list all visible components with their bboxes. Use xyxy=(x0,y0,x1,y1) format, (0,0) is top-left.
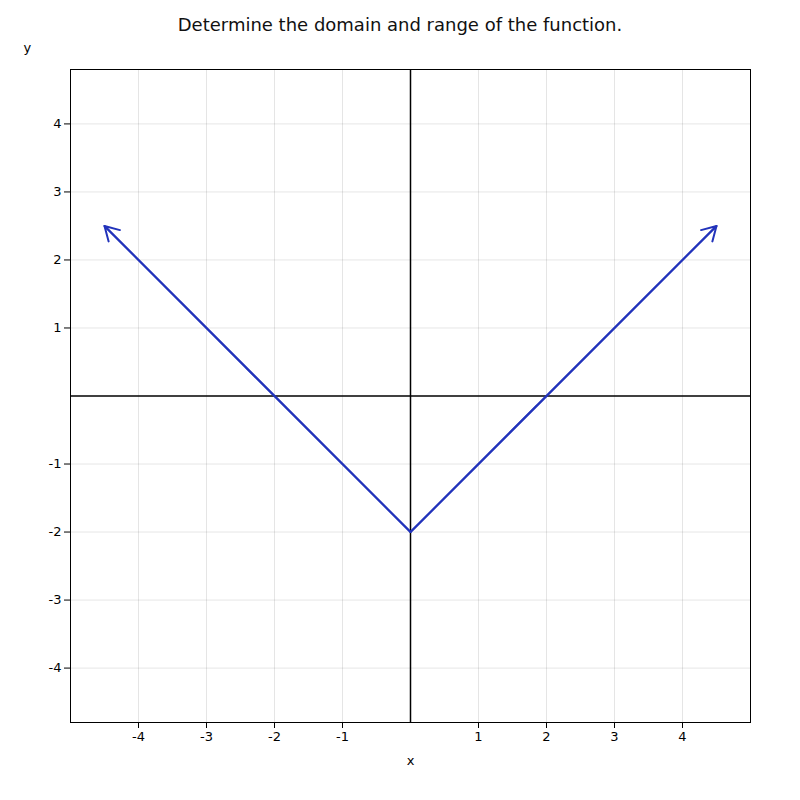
svg-text:-4: -4 xyxy=(132,729,145,744)
svg-text:-3: -3 xyxy=(49,592,62,607)
svg-text:4: 4 xyxy=(53,116,61,131)
svg-text:3: 3 xyxy=(610,729,618,744)
svg-text:3: 3 xyxy=(53,184,61,199)
svg-text:2: 2 xyxy=(542,729,550,744)
svg-text:2: 2 xyxy=(53,252,61,267)
svg-text:-3: -3 xyxy=(200,729,213,744)
svg-text:1: 1 xyxy=(53,320,61,335)
svg-text:-4: -4 xyxy=(49,660,62,675)
svg-text:-2: -2 xyxy=(268,729,281,744)
svg-text:x: x xyxy=(407,753,415,768)
svg-text:-1: -1 xyxy=(49,456,62,471)
svg-text:-1: -1 xyxy=(336,729,349,744)
svg-text:-2: -2 xyxy=(49,524,62,539)
svg-text:1: 1 xyxy=(474,729,482,744)
svg-text:y: y xyxy=(24,40,32,55)
svg-text:4: 4 xyxy=(678,729,686,744)
html-text:Determine the domain and range: Determine the domain and range of the fu… xyxy=(177,14,623,35)
